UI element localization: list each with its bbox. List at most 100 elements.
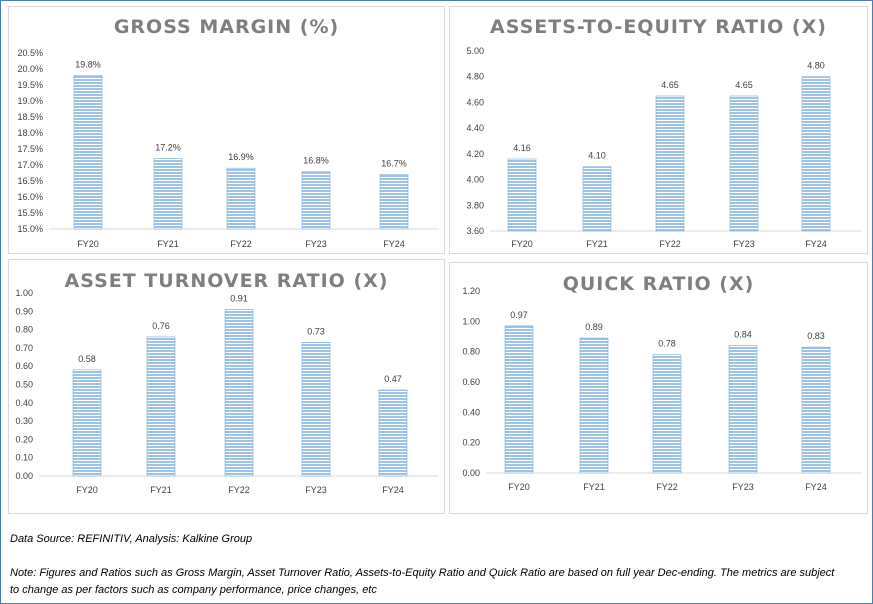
y-tick-label: 0.40: [15, 398, 33, 408]
bar: [378, 389, 408, 477]
data-label: 16.9%: [228, 152, 254, 162]
y-tick-label: 4.80: [466, 72, 484, 82]
chart-title: QUICK RATIO (X): [562, 273, 755, 295]
y-tick-label: 18.0%: [17, 128, 43, 138]
x-tick-label: FY23: [732, 482, 754, 492]
x-tick-label: FY21: [150, 485, 172, 495]
y-tick-label: 0.60: [462, 377, 480, 387]
y-tick-label: 20.5%: [17, 48, 43, 58]
y-tick-label: 4.20: [466, 149, 484, 159]
bar: [729, 95, 759, 232]
y-tick-label: 0.20: [15, 434, 33, 444]
x-tick-label: FY20: [77, 239, 99, 249]
data-label: 0.76: [152, 321, 170, 331]
y-tick-label: 0.90: [15, 306, 33, 316]
data-label: 17.2%: [155, 143, 181, 153]
chart-title: ASSETS-TO-EQUITY RATIO (X): [490, 16, 827, 38]
x-tick-label: FY20: [511, 239, 533, 249]
data-label: 0.84: [734, 330, 752, 340]
data-label: 0.58: [78, 354, 96, 364]
y-tick-label: 0.20: [462, 438, 480, 448]
y-tick-label: 15.0%: [17, 224, 43, 234]
bar-chart: 0.00 0.20 0.40 0.60 0.80 1.00 1.20 0.97 FY20 0.89…: [462, 286, 861, 492]
y-tick-label: 0.00: [15, 471, 33, 481]
y-tick-label: 0.40: [462, 407, 480, 417]
x-tick-label: FY22: [230, 239, 252, 249]
y-tick-label: 17.5%: [17, 144, 43, 154]
x-tick-label: FY21: [157, 239, 179, 249]
bar: [301, 342, 331, 477]
y-tick-label: 16.5%: [17, 176, 43, 186]
chart-asset-turnover: ASSET TURNOVER RATIO (X) 0.00 0.10 0.20 0.3…: [8, 259, 445, 514]
bar-chart: 3.60 3.80 4.00 4.20 4.40 4.60 4.80 5.00 4.16 FY20…: [466, 46, 861, 249]
data-label: 0.78: [658, 339, 676, 349]
bar-chart: 15.0% 15.5% 16.0% 16.5% 17.0% 17.5% 18.0% 18.5%…: [17, 48, 439, 249]
data-source: Data Source: REFINITIV, Analysis: Kalkin…: [10, 533, 253, 545]
y-tick-label: 0.70: [15, 343, 33, 353]
x-tick-label: FY21: [586, 239, 608, 249]
bar: [301, 171, 331, 230]
data-label: 4.65: [735, 80, 753, 90]
y-tick-label: 0.10: [15, 453, 33, 463]
chart-title: ASSET TURNOVER RATIO (X): [64, 270, 389, 292]
note-line-2: to change as per factors such as company…: [10, 584, 377, 596]
bar: [507, 158, 537, 232]
x-tick-label: FY22: [656, 482, 678, 492]
bar: [379, 174, 409, 230]
y-tick-label: 0.80: [15, 325, 33, 335]
data-label: 0.89: [585, 322, 603, 332]
y-tick-label: 15.5%: [17, 208, 43, 218]
chart-title: GROSS MARGIN (%): [113, 16, 340, 38]
data-label: 0.47: [384, 374, 402, 384]
x-tick-label: FY24: [805, 482, 827, 492]
y-tick-label: 16.0%: [17, 192, 43, 202]
data-label: 0.97: [510, 310, 528, 320]
y-tick-label: 17.0%: [17, 160, 43, 170]
data-label: 16.8%: [303, 155, 329, 165]
y-tick-label: 1.00: [462, 316, 480, 326]
bar: [224, 309, 254, 477]
y-tick-label: 4.60: [466, 97, 484, 107]
x-tick-label: FY21: [583, 482, 605, 492]
y-tick-label: 20.0%: [17, 64, 43, 74]
y-tick-label: 4.40: [466, 123, 484, 133]
y-tick-label: 5.00: [466, 46, 484, 56]
bar: [146, 336, 176, 477]
note-line-1: Note: Figures and Ratios such as Gross M…: [10, 567, 835, 579]
bar: [504, 325, 534, 474]
y-tick-label: 19.0%: [17, 96, 43, 106]
x-tick-label: FY24: [382, 485, 404, 495]
bar: [72, 369, 102, 477]
bar: [801, 76, 831, 232]
bar: [226, 167, 256, 230]
x-tick-label: FY20: [76, 485, 98, 495]
y-tick-label: 0.50: [15, 380, 33, 390]
y-tick-label: 0.00: [462, 468, 480, 478]
chart-assets-to-equity: ASSETS-TO-EQUITY RATIO (X) 3.60 3.80 4.00 4…: [449, 6, 868, 254]
bar: [652, 354, 682, 474]
y-tick-label: 18.5%: [17, 112, 43, 122]
data-label: 0.91: [230, 293, 248, 303]
y-tick-label: 3.60: [466, 226, 484, 236]
data-label: 4.16: [513, 143, 531, 153]
x-tick-label: FY22: [228, 485, 250, 495]
bar: [579, 337, 609, 474]
y-tick-label: 3.80: [466, 200, 484, 210]
x-tick-label: FY23: [305, 485, 327, 495]
x-tick-label: FY24: [383, 239, 405, 249]
data-label: 0.83: [807, 331, 825, 341]
bar: [655, 95, 685, 232]
y-tick-label: 1.20: [462, 286, 480, 296]
bar: [153, 158, 183, 230]
chart-gross-margin: GROSS MARGIN (%) 15.0% 15.5% 16.0% 16.5% 17.…: [8, 6, 445, 254]
y-tick-label: 1.00: [15, 288, 33, 298]
data-label: 19.8%: [75, 59, 101, 69]
bar: [728, 345, 758, 474]
y-tick-label: 4.00: [466, 175, 484, 185]
data-label: 4.10: [588, 151, 606, 161]
data-label: 16.7%: [381, 159, 407, 169]
y-tick-label: 0.60: [15, 361, 33, 371]
x-tick-label: FY23: [733, 239, 755, 249]
bar: [801, 346, 831, 474]
x-tick-label: FY24: [805, 239, 827, 249]
